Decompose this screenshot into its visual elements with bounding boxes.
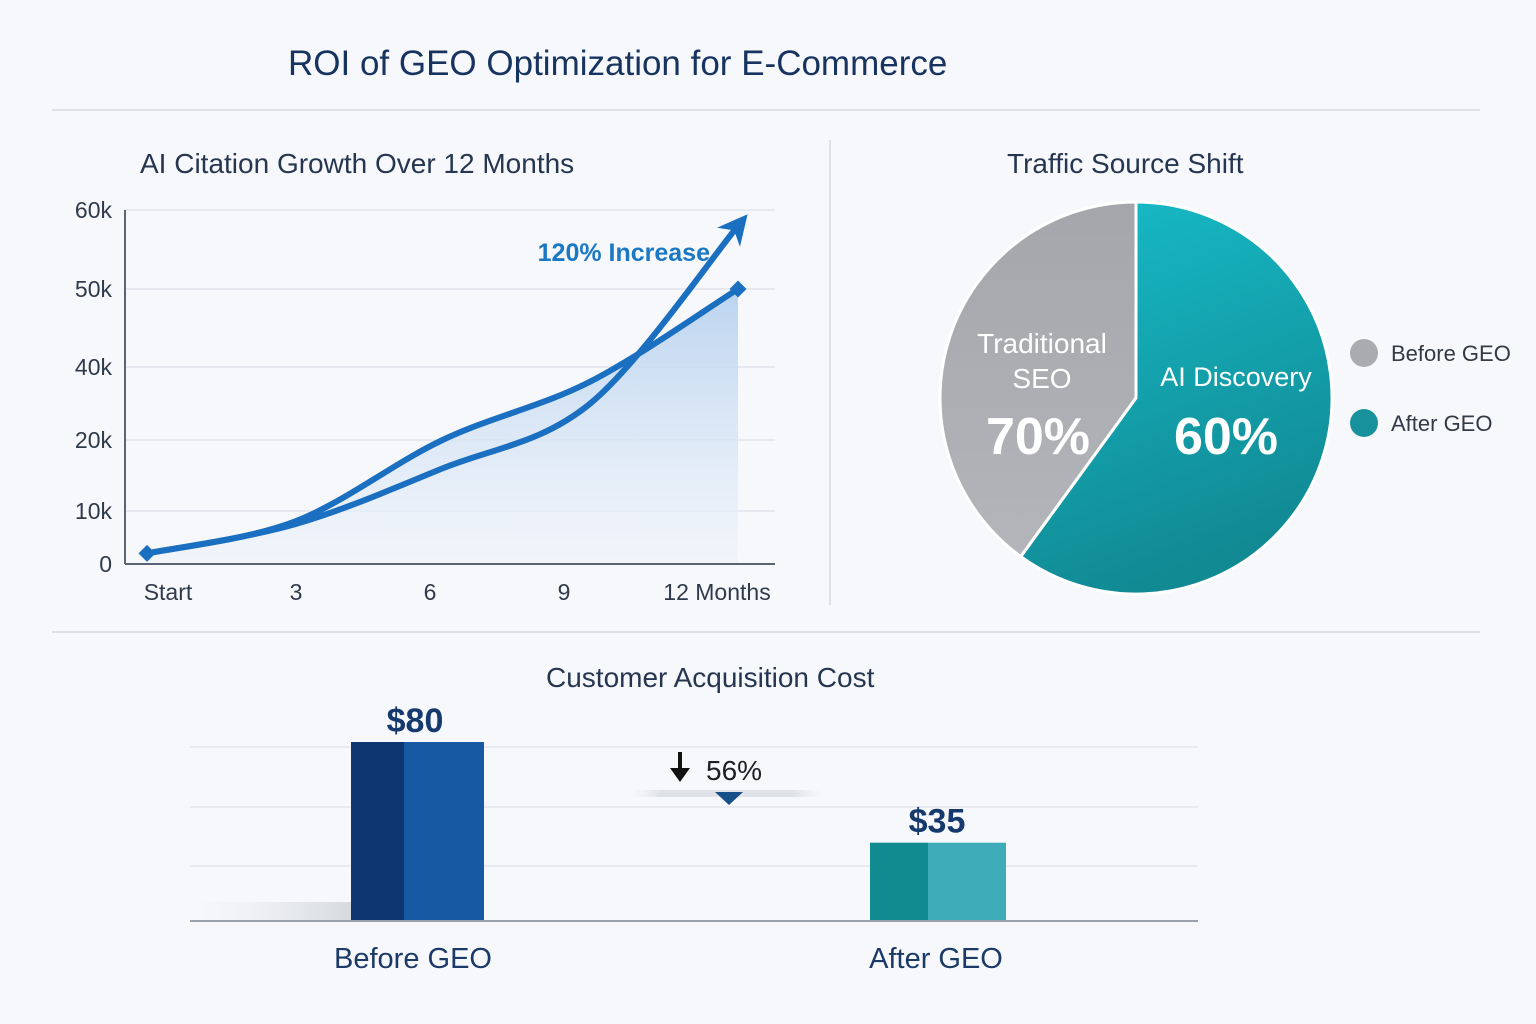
- y-tick-label: 60k: [75, 197, 113, 223]
- y-tick-label: 10k: [75, 498, 113, 524]
- bar-chart-grid: [190, 746, 1198, 867]
- bar-category-label: Before GEO: [334, 943, 492, 975]
- page-title: ROI of GEO Optimization for E-Commerce: [288, 44, 948, 83]
- slice-value-ai-discovery: 60%: [1174, 408, 1278, 466]
- slice-value-traditional: 70%: [986, 408, 1090, 466]
- legend-swatch-after: [1350, 409, 1378, 437]
- decrease-marker: [715, 792, 743, 805]
- y-tick-label: 20k: [75, 427, 113, 453]
- y-tick-label: 50k: [75, 276, 113, 302]
- bar-before-geo: [404, 742, 484, 921]
- x-tick-label: Start: [144, 579, 193, 605]
- legend-label-after: After GEO: [1391, 411, 1492, 436]
- bar-after-geo-left: [870, 842, 928, 921]
- down-arrow-icon: [670, 752, 690, 782]
- x-tick-label: 12 Months: [663, 579, 770, 605]
- pie-slice-traditional-seo: [938, 200, 1138, 559]
- decrease-annotation: 56%: [632, 752, 822, 805]
- pie-chart: Traditional SEO 70% AI Discovery 60% Bef…: [938, 200, 1511, 596]
- pie-chart-title: Traffic Source Shift: [1007, 148, 1244, 179]
- growth-annotation: 120% Increase: [538, 239, 710, 267]
- y-tick-label: 0: [99, 551, 112, 577]
- legend-label-before: Before GEO: [1391, 341, 1511, 366]
- bar-after-geo: [928, 842, 1006, 921]
- bar-shadow: [190, 902, 352, 921]
- x-tick-label: 3: [290, 579, 303, 605]
- line-point: [138, 544, 156, 562]
- line-chart: 0 10k 20k 40k 50k 60k Start 3 6 9 12 Months 120% …: [75, 197, 775, 605]
- bar-category-label: After GEO: [869, 943, 1003, 975]
- x-tick-label: 9: [558, 579, 571, 605]
- y-tick-label: 40k: [75, 354, 113, 380]
- bar-chart-title: Customer Acquisition Cost: [546, 662, 875, 693]
- legend-swatch-before: [1350, 339, 1378, 367]
- bar-chart: $80 Before GEO $35 After GEO 56%: [190, 702, 1198, 975]
- slice-label-traditional-line2: SEO: [1012, 363, 1071, 394]
- bar-value-label: $80: [387, 702, 444, 740]
- bar-value-label: $35: [909, 803, 966, 841]
- slice-label-traditional-line1: Traditional: [977, 328, 1107, 359]
- bar-before-geo-left: [351, 742, 404, 921]
- line-chart-area: [147, 289, 738, 564]
- line-series-2: [144, 214, 748, 557]
- decrease-percent: 56%: [706, 755, 762, 786]
- x-tick-label: 6: [424, 579, 437, 605]
- pie-slice-ai-discovery: [1018, 200, 1334, 596]
- line-point: [729, 280, 747, 298]
- slice-label-ai-discovery: AI Discovery: [1160, 362, 1312, 392]
- line-chart-title: AI Citation Growth Over 12 Months: [140, 148, 575, 179]
